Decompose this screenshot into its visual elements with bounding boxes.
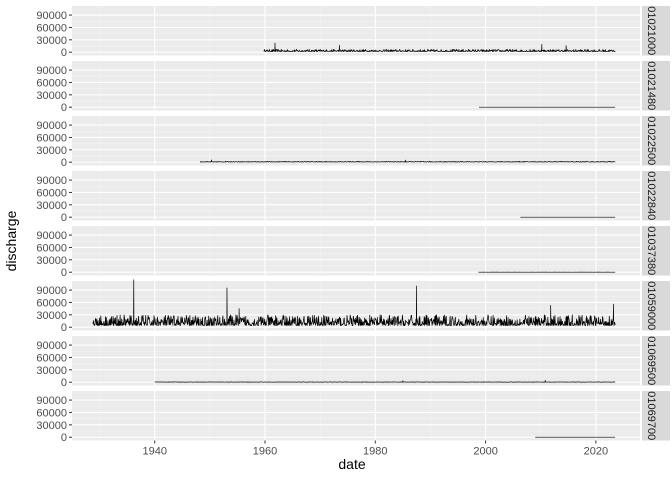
facet-strip [642,226,670,276]
y-tick-label: 30000 [36,255,67,267]
x-axis: 1940 1960 1980 2000 2020 [142,440,608,458]
y-tick-label: 0 [61,102,67,114]
y-tick-label: 0 [61,212,67,224]
y-tick-label: 30000 [36,200,67,212]
facet-strip-label: 01021000 [645,6,657,55]
y-tick-label: 30000 [36,420,67,432]
panel-background [72,391,640,441]
y-tick-label: 60000 [36,242,67,254]
y-tick-label: 0 [61,157,67,169]
y-tick-label: 30000 [36,365,67,377]
facet-strip [642,171,670,221]
facet-strip-label: 01021480 [645,61,657,110]
y-tick-label: 60000 [36,132,67,144]
facet-strip-label: 01022500 [645,116,657,165]
facet-strip [642,336,670,386]
y-tick-label: 0 [61,322,67,334]
y-tick-label: 60000 [36,187,67,199]
y-tick-label: 0 [61,432,67,444]
y-tick-label: 0 [61,377,67,389]
panel-background [72,336,640,386]
panel-background [72,171,640,221]
facet-strip-label: 01022840 [645,171,657,220]
facet-strip [642,281,670,331]
y-tick-label: 60000 [36,22,67,34]
x-tick-label: 1940 [142,446,166,458]
facet-strip-label: 01069500 [645,336,657,385]
facet-strip [642,6,670,56]
panel-background [72,226,640,276]
y-tick-label: 30000 [36,90,67,102]
panel-background [72,6,640,56]
y-tick-label: 90000 [36,120,67,132]
x-axis-title: date [338,456,365,472]
y-tick-label: 60000 [36,77,67,89]
panel-background [72,116,640,166]
y-tick-label: 0 [61,47,67,59]
facet-strip [642,391,670,441]
y-tick-label: 90000 [36,285,67,297]
y-tick-label: 60000 [36,352,67,364]
y-tick-label: 90000 [36,65,67,77]
y-tick-label: 30000 [36,310,67,322]
facet-strip-label: 01037380 [645,226,657,275]
panel-background [72,61,640,111]
facet-strip-label: 01059000 [645,281,657,330]
discharge-series-line [92,279,616,326]
facet-strip [642,61,670,111]
y-tick-label: 0 [61,267,67,279]
facet-strip-label: 01069700 [645,391,657,440]
discharge-series-line [199,159,616,163]
x-tick-label: 2000 [473,446,497,458]
y-tick-label: 60000 [36,297,67,309]
y-tick-label: 30000 [36,35,67,47]
x-tick-label: 1980 [363,446,387,458]
discharge-series-line [263,42,616,52]
y-tick-label: 60000 [36,407,67,419]
x-tick-label: 2020 [584,446,608,458]
x-tick-label: 1960 [253,446,277,458]
y-tick-label: 90000 [36,175,67,187]
y-tick-label: 30000 [36,145,67,157]
y-tick-label: 90000 [36,340,67,352]
facet-strip [642,116,670,166]
y-tick-label: 90000 [36,230,67,242]
y-tick-label: 90000 [36,395,67,407]
discharge-series-line [154,379,616,383]
y-tick-label: 90000 [36,10,67,22]
y-axis-title: discharge [3,210,19,271]
